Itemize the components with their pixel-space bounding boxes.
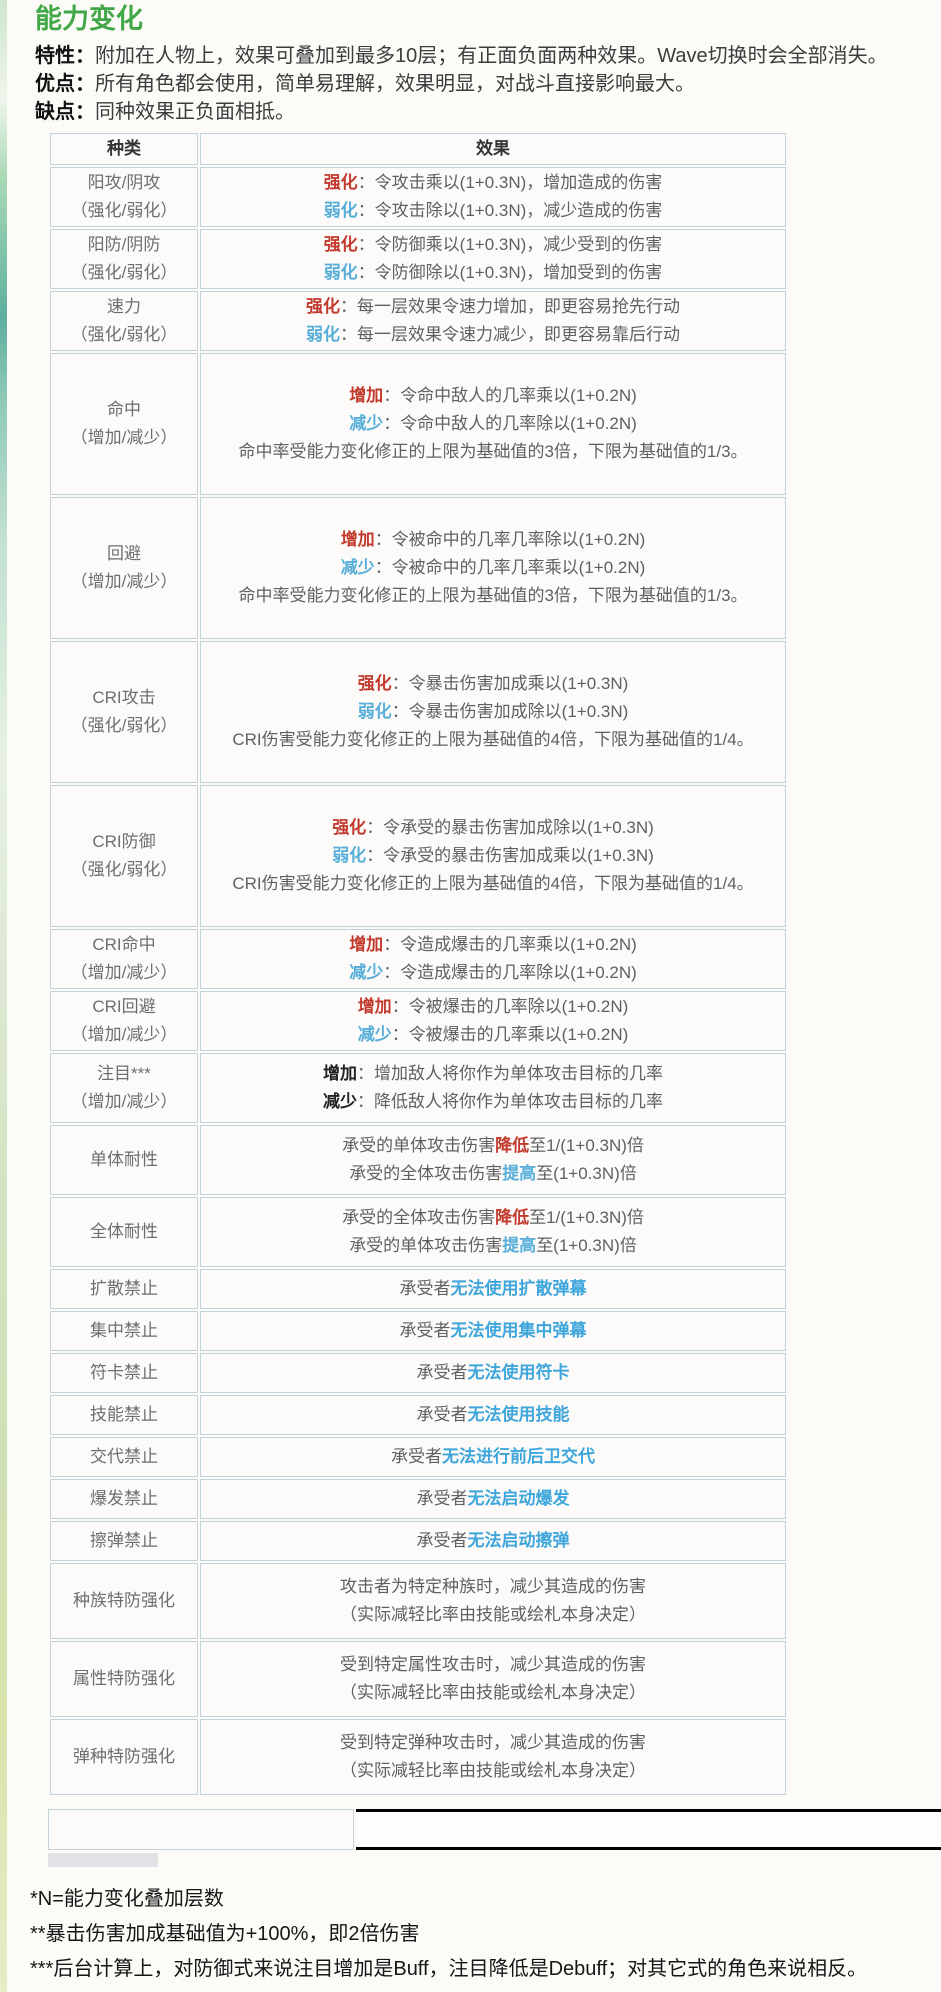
table-row: 符卡禁止 承受者无法使用符卡 xyxy=(50,1353,786,1393)
intro-text: 附加在人物上，效果可叠加到最多10层；有正面负面两种效果。Wave切换时会全部消… xyxy=(95,45,888,67)
row-effect: 承受者无法启动擦弹 xyxy=(200,1521,786,1561)
table-row: 速力 （强化/弱化） 强化：每一层效果令速力增加，即更容易抢先行动 弱化：每一层效果令… xyxy=(50,291,786,351)
footnote-n: *N=能力变化叠加层数 xyxy=(30,1888,224,1910)
table-row: 技能禁止 承受者无法使用技能 xyxy=(50,1395,786,1435)
row-effect: 增加：令命中敌人的几率乘以(1+0.2N) 减少：令命中敌人的几率除以(1+0.2… xyxy=(200,353,786,495)
table-row: 交代禁止 承受者无法进行前后卫交代 xyxy=(50,1437,786,1477)
table-row: CRI防御 （强化/弱化） 强化：令承受的暴击伤害加成除以(1+0.3N) 弱化：令承… xyxy=(50,785,786,927)
intro-label: 优点： xyxy=(35,73,95,95)
row-category: 属性特防强化 xyxy=(50,1641,198,1717)
row-category: 种族特防强化 xyxy=(50,1563,198,1639)
row-effect: 承受者无法使用符卡 xyxy=(200,1353,786,1393)
table-row: 全体耐性 承受的全体攻击伤害降低至1/(1+0.3N)倍 承受的单体攻击伤害提高至(… xyxy=(50,1197,786,1267)
row-category: 交代禁止 xyxy=(50,1437,198,1477)
black-bordered-strip xyxy=(356,1809,941,1850)
table-row: 爆发禁止 承受者无法启动爆发 xyxy=(50,1479,786,1519)
row-category: 速力 （强化/弱化） xyxy=(50,291,198,351)
row-category: CRI命中 （增加/减少） xyxy=(50,929,198,989)
table-row: 单体耐性 承受的单体攻击伤害降低至1/(1+0.3N)倍 承受的全体攻击伤害提高至(… xyxy=(50,1125,786,1195)
left-gradient-strip xyxy=(0,0,7,1992)
table-row: 注目*** （增加/减少） 增加：增加敌人将你作为单体攻击目标的几率 减少：降低敌人将… xyxy=(50,1053,786,1123)
row-category: 扩散禁止 xyxy=(50,1269,198,1309)
row-effect: 增加：令造成爆击的几率乘以(1+0.2N) 减少：令造成爆击的几率除以(1+0.2… xyxy=(200,929,786,989)
table-row: 阳防/阴防 （强化/弱化） 强化：令防御乘以(1+0.3N)，减少受到的伤害 弱化：令… xyxy=(50,229,786,289)
row-effect: 强化：令防御乘以(1+0.3N)，减少受到的伤害 弱化：令防御除以(1+0.3N)… xyxy=(200,229,786,289)
row-category: 阳防/阴防 （强化/弱化） xyxy=(50,229,198,289)
row-category: 弹种特防强化 xyxy=(50,1719,198,1795)
row-category: 擦弹禁止 xyxy=(50,1521,198,1561)
footnote-focus-buff: ***后台计算上，对防御式来说注目增加是Buff，注目降低是Debuff；对其它… xyxy=(30,1958,868,1980)
row-effect: 受到特定弹种攻击时，减少其造成的伤害 （实际减轻比率由技能或绘札本身决定） xyxy=(200,1719,786,1795)
table-row: CRI回避 （增加/减少） 增加：令被爆击的几率除以(1+0.2N) 减少：令被爆击的… xyxy=(50,991,786,1051)
table-row: 属性特防强化 受到特定属性攻击时，减少其造成的伤害 （实际减轻比率由技能或绘札本身决… xyxy=(50,1641,786,1717)
intro-label: 特性： xyxy=(35,45,95,67)
row-category: 单体耐性 xyxy=(50,1125,198,1195)
row-effect: 增加：增加敌人将你作为单体攻击目标的几率 减少：降低敌人将你作为单体攻击目标的几率 xyxy=(200,1053,786,1123)
row-effect: 承受的全体攻击伤害降低至1/(1+0.3N)倍 承受的单体攻击伤害提高至(1+0.… xyxy=(200,1197,786,1267)
row-effect: 增加：令被命中的几率几率除以(1+0.2N) 减少：令被命中的几率几率乘以(1+0… xyxy=(200,497,786,639)
table-row: 阳攻/阴攻 （强化/弱化） 强化：令攻击乘以(1+0.3N)，增加造成的伤害 弱化：令… xyxy=(50,167,786,227)
table-header-row: 种类 效果 xyxy=(50,133,786,165)
row-effect: 承受者无法使用技能 xyxy=(200,1395,786,1435)
row-category: CRI攻击 （强化/弱化） xyxy=(50,641,198,783)
row-category: 集中禁止 xyxy=(50,1311,198,1351)
row-effect: 承受者无法使用扩散弹幕 xyxy=(200,1269,786,1309)
row-category: CRI防御 （强化/弱化） xyxy=(50,785,198,927)
intro-line-trait: 特性：附加在人物上，效果可叠加到最多10层；有正面负面两种效果。Wave切换时会… xyxy=(35,44,941,69)
table-row: 回避 （增加/减少） 增加：令被命中的几率几率除以(1+0.2N) 减少：令被命中的几… xyxy=(50,497,786,639)
row-effect: 强化：令攻击乘以(1+0.3N)，增加造成的伤害 弱化：令攻击除以(1+0.3N)… xyxy=(200,167,786,227)
row-category: 符卡禁止 xyxy=(50,1353,198,1393)
intro-label: 缺点： xyxy=(35,101,95,123)
table-row: CRI攻击 （强化/弱化） 强化：令暴击伤害加成乘以(1+0.3N) 弱化：令暴击伤害… xyxy=(50,641,786,783)
row-effect: 强化：令暴击伤害加成乘以(1+0.3N) 弱化：令暴击伤害加成除以(1+0.3N)… xyxy=(200,641,786,783)
row-effect: 承受者无法启动爆发 xyxy=(200,1479,786,1519)
row-category: 技能禁止 xyxy=(50,1395,198,1435)
page-title: 能力变化 xyxy=(35,4,143,34)
table-row: 种族特防强化 攻击者为特定种族时，减少其造成的伤害 （实际减轻比率由技能或绘札本身决… xyxy=(50,1563,786,1639)
gray-placeholder-bar xyxy=(48,1853,158,1867)
table-row: 弹种特防强化 受到特定弹种攻击时，减少其造成的伤害 （实际减轻比率由技能或绘札本身决… xyxy=(50,1719,786,1795)
footnotes: *N=能力变化叠加层数 **暴击伤害加成基础值为+100%，即2倍伤害 ***后… xyxy=(30,1887,941,1982)
row-category: 回避 （增加/减少） xyxy=(50,497,198,639)
intro-text: 同种效果正负面相抵。 xyxy=(95,101,295,123)
table-row: 扩散禁止 承受者无法使用扩散弹幕 xyxy=(50,1269,786,1309)
row-category: CRI回避 （增加/减少） xyxy=(50,991,198,1051)
row-effect: 攻击者为特定种族时，减少其造成的伤害 （实际减轻比率由技能或绘札本身决定） xyxy=(200,1563,786,1639)
table-row: CRI命中 （增加/减少） 增加：令造成爆击的几率乘以(1+0.2N) 减少：令造成爆… xyxy=(50,929,786,989)
intro-line-pros: 优点：所有角色都会使用，简单易理解，效果明显，对战斗直接影响最大。 xyxy=(35,72,941,97)
table-row: 命中 （增加/减少） 增加：令命中敌人的几率乘以(1+0.2N) 减少：令命中敌人的几… xyxy=(50,353,786,495)
row-effect: 承受者无法进行前后卫交代 xyxy=(200,1437,786,1477)
row-effect: 承受的单体攻击伤害降低至1/(1+0.3N)倍 承受的全体攻击伤害提高至(1+0.… xyxy=(200,1125,786,1195)
empty-cell-box xyxy=(48,1809,354,1850)
footnote-cri-base: **暴击伤害加成基础值为+100%，即2倍伤害 xyxy=(30,1923,420,1945)
row-category: 爆发禁止 xyxy=(50,1479,198,1519)
intro-line-cons: 缺点：同种效果正负面相抵。 xyxy=(35,100,941,125)
row-effect: 强化：令承受的暴击伤害加成除以(1+0.3N) 弱化：令承受的暴击伤害加成乘以(1… xyxy=(200,785,786,927)
row-effect: 受到特定属性攻击时，减少其造成的伤害 （实际减轻比率由技能或绘札本身决定） xyxy=(200,1641,786,1717)
effects-table: 种类 效果 阳攻/阴攻 （强化/弱化） 强化：令攻击乘以(1+0.3N)，增加造成的… xyxy=(48,131,788,1797)
column-header-type: 种类 xyxy=(50,133,198,165)
intro-text: 所有角色都会使用，简单易理解，效果明显，对战斗直接影响最大。 xyxy=(95,73,695,95)
table-row: 集中禁止 承受者无法使用集中弹幕 xyxy=(50,1311,786,1351)
bottom-boxes xyxy=(48,1809,941,1850)
content-area: 能力变化 特性：附加在人物上，效果可叠加到最多10层；有正面负面两种效果。Wav… xyxy=(0,4,941,1982)
row-category: 阳攻/阴攻 （强化/弱化） xyxy=(50,167,198,227)
row-category: 注目*** （增加/减少） xyxy=(50,1053,198,1123)
row-category: 全体耐性 xyxy=(50,1197,198,1267)
row-category: 命中 （增加/减少） xyxy=(50,353,198,495)
column-header-effect: 效果 xyxy=(200,133,786,165)
row-effect: 承受者无法使用集中弹幕 xyxy=(200,1311,786,1351)
row-effect: 增加：令被爆击的几率除以(1+0.2N) 减少：令被爆击的几率乘以(1+0.2N) xyxy=(200,991,786,1051)
table-row: 擦弹禁止 承受者无法启动擦弹 xyxy=(50,1521,786,1561)
row-effect: 强化：每一层效果令速力增加，即更容易抢先行动 弱化：每一层效果令速力减少，即更容易… xyxy=(200,291,786,351)
